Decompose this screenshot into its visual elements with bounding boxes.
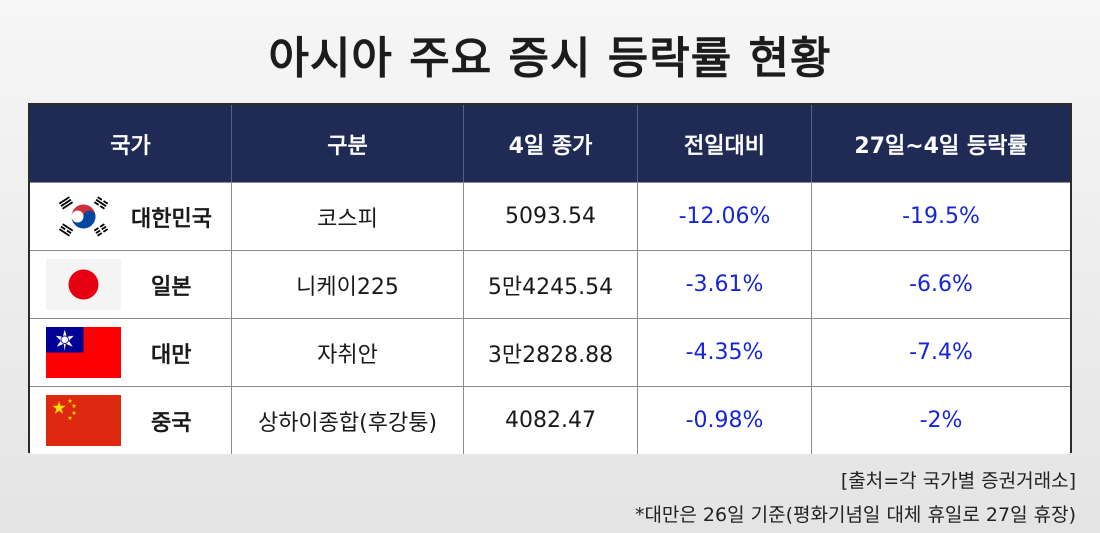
country-name: 중국 — [151, 410, 192, 436]
index-name: 니케이225 — [232, 251, 464, 318]
close-value: 4082.47 — [464, 387, 638, 454]
table-row: 대만 자취안 3만2828.88 -4.35% -7.4% — [30, 318, 1070, 386]
china-flag-icon — [46, 395, 121, 446]
country-cell: 대만 — [30, 319, 232, 386]
header-close: 4일 종가 — [464, 105, 638, 182]
japan-flag-icon — [46, 259, 121, 310]
country-cell: 중국 — [30, 387, 232, 454]
period-change-value: -6.6% — [909, 272, 973, 297]
day-change-value: -12.06% — [638, 183, 812, 250]
taiwan-flag-icon — [46, 327, 121, 378]
country-name: 일본 — [151, 274, 192, 300]
close-value: 3만2828.88 — [464, 319, 638, 386]
south-korea-flag-icon — [46, 191, 121, 242]
day-change-value: -3.61% — [638, 251, 812, 318]
period-change-value: -19.5% — [902, 204, 980, 229]
close-value: 5093.54 — [464, 183, 638, 250]
close-value: 5만4245.54 — [464, 251, 638, 318]
source-note: [출처=각 국가별 증권거래소] — [840, 470, 1076, 492]
index-name: 상하이종합(후강퉁) — [232, 387, 464, 454]
table-row: 중국 상하이종합(후강퉁) 4082.47 -0.98% -2% — [30, 386, 1070, 454]
page-title: 아시아 주요 증시 등락률 현황 — [268, 33, 832, 84]
table-row: 대한민국 코스피 5093.54 -12.06% -19.5% — [30, 182, 1070, 250]
country-name: 대만 — [151, 342, 192, 368]
table-row: 일본 니케이225 5만4245.54 -3.61% -6.6% — [30, 250, 1070, 318]
period-change-value: -2% — [919, 408, 963, 433]
table-header-row: 국가 구분 4일 종가 전일대비 27일~4일 등락률 — [30, 105, 1070, 182]
stock-change-table: 국가 구분 4일 종가 전일대비 27일~4일 등락률 — [28, 103, 1072, 454]
index-name: 자취안 — [232, 319, 464, 386]
day-change-value: -4.35% — [638, 319, 812, 386]
country-cell: 일본 — [30, 251, 232, 318]
period-change-value: -7.4% — [909, 340, 973, 365]
index-name: 코스피 — [232, 183, 464, 250]
country-cell: 대한민국 — [30, 183, 232, 250]
header-country: 국가 — [30, 105, 232, 182]
country-name: 대한민국 — [131, 206, 212, 232]
footnote: *대만은 26일 기준(평화기념일 대체 휴일로 27일 휴장) — [634, 504, 1076, 526]
header-period-change: 27일~4일 등락률 — [854, 133, 1028, 159]
day-change-value: -0.98% — [638, 387, 812, 454]
header-day-change: 전일대비 — [638, 105, 812, 182]
header-index: 구분 — [232, 105, 464, 182]
